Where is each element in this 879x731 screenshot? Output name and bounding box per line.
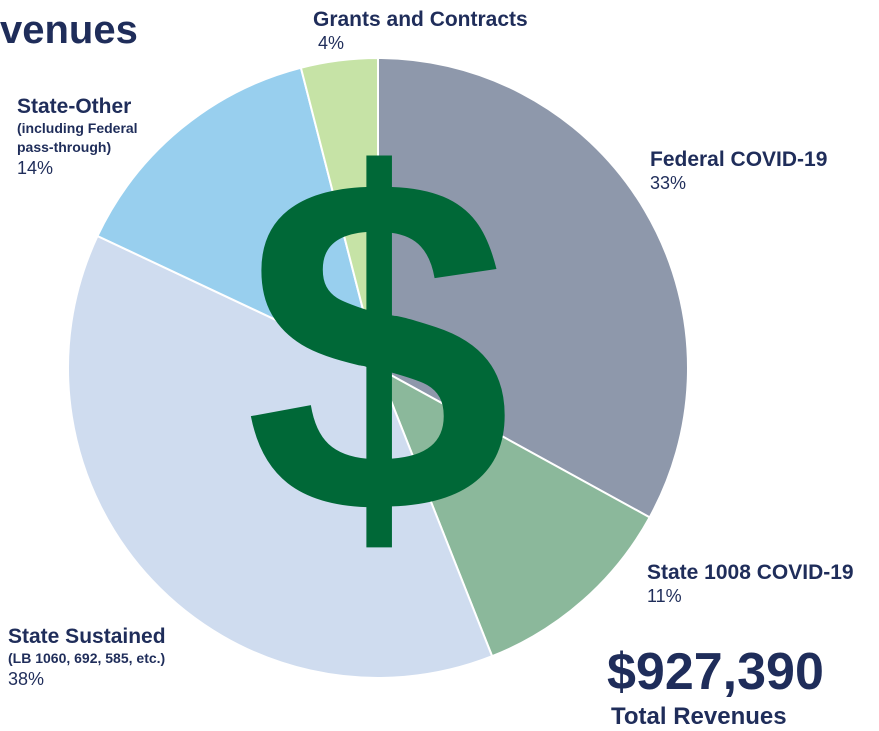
- value-label: 11%: [647, 586, 682, 606]
- value-label: 33%: [650, 173, 687, 193]
- category-note: (LB 1060, 692, 585, etc.): [8, 650, 166, 666]
- value-label: 4%: [318, 33, 345, 53]
- dollar-icon: $: [245, 77, 512, 614]
- pie-slice: [67, 234, 494, 679]
- category-label: Grants and Contracts: [313, 8, 528, 31]
- slice-label: State-Other (including Federal pass-thro…: [17, 95, 167, 179]
- category-label: State-Other: [17, 95, 132, 118]
- pie: [67, 56, 689, 679]
- category-label: Federal COVID-19: [650, 148, 828, 171]
- pie-slice: [96, 66, 380, 370]
- slice-label: State 1008 COVID-19 11%: [647, 561, 854, 607]
- slice-label: State Sustained (LB 1060, 692, 585, etc.…: [8, 625, 166, 690]
- pie-slice: [377, 56, 689, 519]
- value-label: 14%: [17, 158, 54, 178]
- total-label: Total Revenues: [611, 703, 787, 730]
- value-label: 38%: [8, 669, 45, 689]
- total-value: $927,390: [607, 643, 824, 701]
- category-label: State 1008 COVID-19: [647, 561, 854, 584]
- category-note: (including Federal pass-through): [17, 120, 138, 155]
- slice-label: Federal COVID-19 33%: [650, 148, 827, 194]
- pie-slice: [299, 56, 379, 369]
- chart-title: venues: [0, 8, 138, 52]
- pie-slice: [376, 365, 652, 658]
- category-label: State Sustained: [8, 625, 166, 648]
- slice-label: Grants and Contracts 4%: [313, 8, 528, 54]
